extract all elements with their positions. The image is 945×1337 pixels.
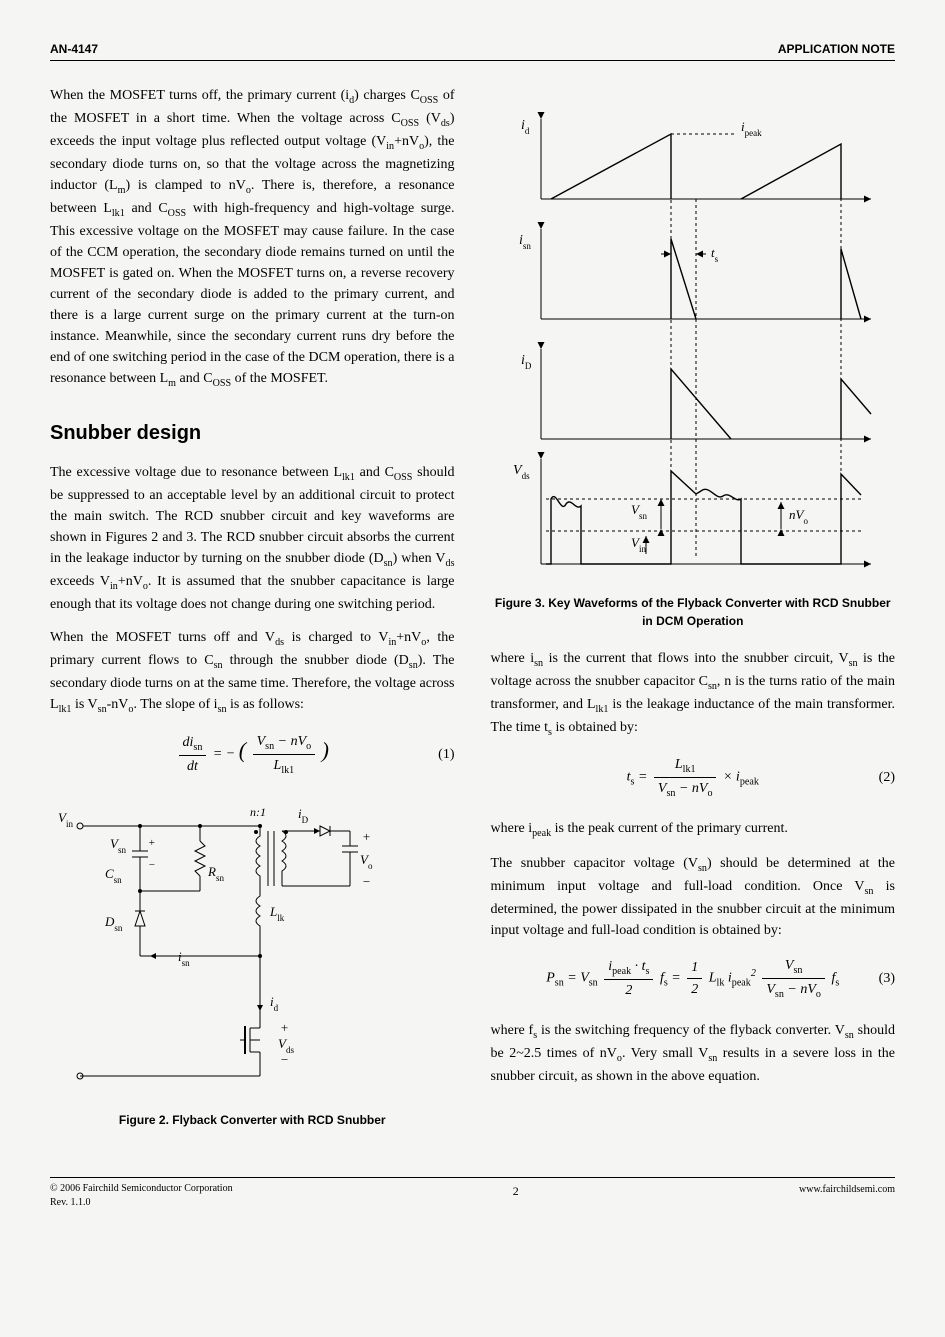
- svg-text:id: id: [270, 994, 279, 1013]
- svg-text:Vin: Vin: [58, 810, 73, 829]
- paragraph-4: where isn is the current that flows into…: [491, 648, 896, 740]
- paragraph-2: The excessive voltage due to resonance b…: [50, 462, 455, 615]
- paragraph-7: where fs is the switching frequency of t…: [491, 1020, 896, 1087]
- svg-text:−: −: [280, 1052, 289, 1067]
- svg-text:Rsn: Rsn: [207, 864, 224, 883]
- eq1-number: (1): [438, 744, 454, 765]
- eq3-number: (3): [879, 968, 895, 989]
- svg-text:id: id: [521, 118, 530, 136]
- svg-text:isn: isn: [519, 233, 531, 251]
- svg-text:−: −: [148, 859, 155, 871]
- page-footer: © 2006 Fairchild Semiconductor Corporati…: [50, 1177, 895, 1210]
- svg-text:iD: iD: [521, 353, 532, 371]
- paragraph-6: The snubber capacitor voltage (Vsn) shou…: [491, 853, 896, 941]
- two-column-layout: When the MOSFET turns off, the primary c…: [50, 85, 895, 1147]
- svg-text:+: +: [148, 837, 155, 849]
- paragraph-1: When the MOSFET turns off, the primary c…: [50, 85, 455, 390]
- page-header: AN-4147 APPLICATION NOTE: [50, 40, 895, 61]
- figure-2: Vin n:1 iD: [50, 796, 455, 1103]
- paragraph-5: where ipeak is the peak current of the p…: [491, 818, 896, 841]
- figure-3-caption: Figure 3. Key Waveforms of the Flyback C…: [491, 594, 896, 630]
- footer-url: www.fairchildsemi.com: [799, 1182, 895, 1197]
- figure-2-caption: Figure 2. Flyback Converter with RCD Snu…: [50, 1111, 455, 1129]
- right-column: id ipeak isn ts: [491, 85, 896, 1147]
- svg-text:ts: ts: [711, 245, 719, 264]
- svg-text:isn: isn: [178, 949, 190, 968]
- footer-rev: Rev. 1.1.0: [50, 1196, 233, 1210]
- figure-2-svg: Vin n:1 iD: [50, 796, 410, 1096]
- footer-page: 2: [233, 1182, 799, 1200]
- figure-3: id ipeak isn ts: [491, 99, 896, 586]
- svg-text:Dsn: Dsn: [104, 914, 123, 933]
- svg-text:+: +: [362, 829, 371, 844]
- equation-2: ts = Llk1Vsn − nVo × ipeak (2): [491, 754, 896, 801]
- svg-text:ipeak: ipeak: [741, 119, 762, 138]
- left-column: When the MOSFET turns off, the primary c…: [50, 85, 455, 1147]
- doc-id: AN-4147: [50, 40, 98, 58]
- svg-text:Llk: Llk: [269, 904, 285, 923]
- paragraph-3: When the MOSFET turns off and Vds is cha…: [50, 627, 455, 717]
- figure-3-svg: id ipeak isn ts: [491, 99, 891, 579]
- svg-text:iD: iD: [298, 806, 309, 825]
- equation-3: Psn = Vsn ipeak · ts2 fs = 12 Llk ipeak2…: [491, 955, 896, 1002]
- svg-text:Vds: Vds: [513, 463, 530, 481]
- svg-text:−: −: [362, 874, 371, 889]
- eq2-number: (2): [879, 767, 895, 788]
- svg-text:Csn: Csn: [105, 866, 122, 885]
- svg-text:Vsn: Vsn: [110, 836, 126, 855]
- svg-text:+: +: [280, 1020, 289, 1035]
- svg-text:Vsn: Vsn: [631, 502, 647, 521]
- svg-text:Vin: Vin: [631, 535, 646, 554]
- svg-text:nVo: nVo: [789, 507, 808, 526]
- footer-copyright: © 2006 Fairchild Semiconductor Corporati…: [50, 1182, 233, 1196]
- section-heading-snubber: Snubber design: [50, 418, 455, 448]
- svg-text:n:1: n:1: [250, 805, 266, 819]
- doc-type: APPLICATION NOTE: [778, 40, 895, 58]
- svg-text:Vo: Vo: [360, 852, 373, 871]
- equation-1: disndt = − ( Vsn − nVoLlk1 ) (1): [50, 731, 455, 778]
